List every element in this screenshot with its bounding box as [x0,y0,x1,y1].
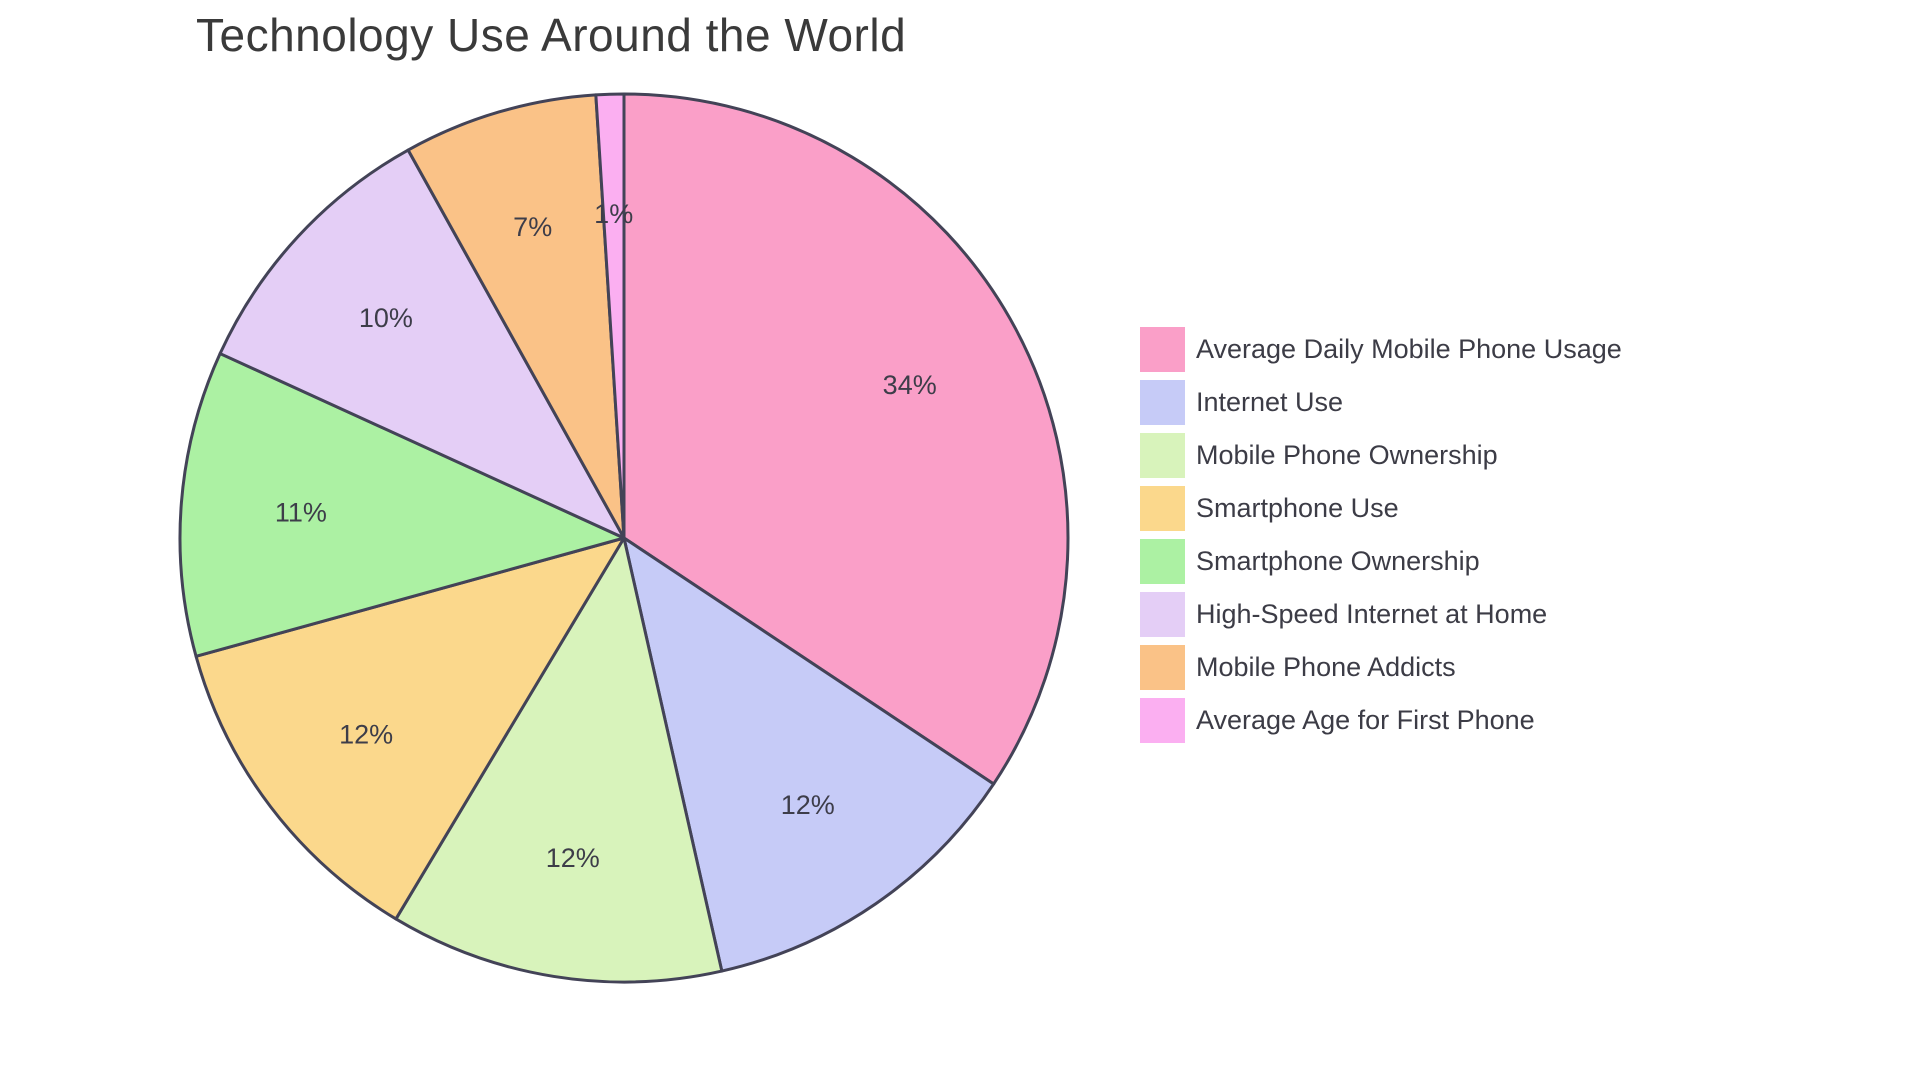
legend-item-label: Mobile Phone Ownership [1196,440,1498,470]
slice-percentage-label-average-age-for-first-phone: 1% [594,199,633,229]
legend-swatch-icon [1140,327,1185,372]
slice-percentage-label-smartphone-use: 12% [339,719,393,749]
pie-slice-average-age-for-first-phone[interactable] [594,92,626,540]
legend-swatch-icon [1140,645,1185,690]
legend-item-average-daily-mobile-phone-usage[interactable]: Average Daily Mobile Phone Usage [1140,327,1622,372]
slice-percentage-label-high-speed-internet-at-home: 10% [359,303,413,333]
legend-item-average-age-for-first-phone[interactable]: Average Age for First Phone [1140,698,1622,743]
legend-item-label: Internet Use [1196,387,1344,417]
pie-slice-smartphone-ownership[interactable] [178,352,626,658]
slice-percentage-label-mobile-phone-ownership: 12% [546,843,600,873]
legend-item-mobile-phone-ownership[interactable]: Mobile Phone Ownership [1140,433,1622,478]
legend-swatch-icon [1140,698,1185,743]
legend-swatch-icon [1140,486,1185,531]
legend-swatch-icon [1140,592,1185,637]
pie-slice-high-speed-internet-at-home[interactable] [218,148,626,540]
legend-item-mobile-phone-addicts[interactable]: Mobile Phone Addicts [1140,645,1622,690]
legend-item-label: Mobile Phone Addicts [1196,652,1456,682]
pie-slice-mobile-phone-ownership[interactable] [394,536,724,984]
pie-slice-smartphone-use[interactable] [194,536,626,921]
slice-percentage-label-smartphone-ownership: 11% [275,497,327,527]
legend-item-label: Smartphone Ownership [1196,546,1480,576]
legend-item-label: High-Speed Internet at Home [1196,599,1548,629]
legend-swatch-icon [1140,539,1185,584]
legend-item-smartphone-ownership[interactable]: Smartphone Ownership [1140,539,1622,584]
legend-item-high-speed-internet-at-home[interactable]: High-Speed Internet at Home [1140,592,1622,637]
slice-percentage-label-internet-use: 12% [781,790,835,820]
slice-percentage-label-average-daily-mobile-phone-usage: 34% [883,370,937,400]
legend-item-label: Average Daily Mobile Phone Usage [1196,334,1622,364]
legend-item-label: Smartphone Use [1196,493,1399,523]
pie-slice-internet-use[interactable] [622,536,996,973]
legend-item-label: Average Age for First Phone [1196,705,1535,735]
legend-swatch-icon [1140,380,1185,425]
legend-item-internet-use[interactable]: Internet Use [1140,380,1622,425]
legend-swatch-icon [1140,433,1185,478]
chart-title: Technology Use Around the World [196,9,907,61]
legend: Average Daily Mobile Phone Usage Internet… [1140,327,1622,743]
slice-percentage-label-mobile-phone-addicts: 7% [513,212,552,242]
pie-slice-mobile-phone-addicts[interactable] [406,93,626,540]
legend-item-smartphone-use[interactable]: Smartphone Use [1140,486,1622,531]
